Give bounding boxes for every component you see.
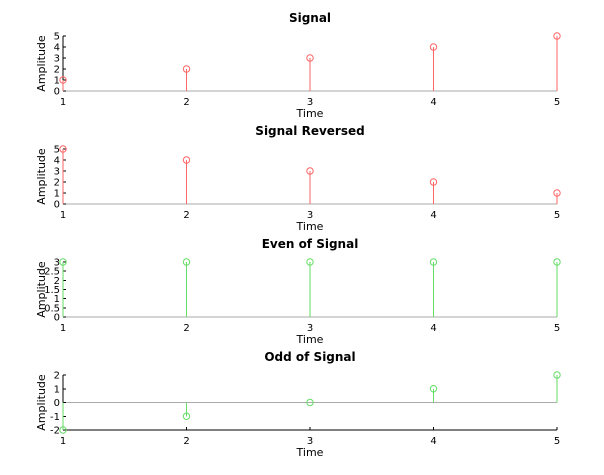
y-tick-label: 5 xyxy=(54,145,60,156)
x-tick-label: 2 xyxy=(183,210,189,221)
x-tick-label: 5 xyxy=(554,97,560,108)
stem-marker xyxy=(182,258,191,266)
y-tick-label: 3 xyxy=(54,258,60,269)
y-tick-label: 1.5 xyxy=(44,285,60,296)
stem-marker xyxy=(306,167,314,175)
stem-marker xyxy=(553,189,561,197)
y-tick-label: 3 xyxy=(54,54,60,65)
y-tick-label: 4 xyxy=(54,43,60,54)
y-tick-label: 0 xyxy=(54,313,60,324)
y-tick-label: 1 xyxy=(54,76,60,87)
x-axis-label: Time xyxy=(296,220,324,233)
x-tick-label: 1 xyxy=(60,210,66,221)
chart-title: Signal xyxy=(289,11,331,25)
stem-marker xyxy=(429,385,438,393)
chart-title: Odd of Signal xyxy=(264,350,355,364)
stem-marker xyxy=(429,178,438,186)
x-tick-label: 2 xyxy=(183,323,189,334)
y-tick-label: 2.5 xyxy=(44,267,60,278)
x-axis-label: Time xyxy=(296,333,324,346)
y-tick-label: 1 xyxy=(54,189,60,200)
x-tick-label: 5 xyxy=(554,323,560,334)
y-tick-label: -2 xyxy=(50,426,60,437)
stem-marker xyxy=(553,258,561,266)
y-axis-label: Amplitude xyxy=(35,35,48,92)
y-tick-label: 0 xyxy=(54,200,60,211)
y-tick-label: 2 xyxy=(54,276,60,287)
y-axis-label: Amplitude xyxy=(35,148,48,205)
stem-marker xyxy=(182,156,191,164)
stem-marker xyxy=(59,76,67,84)
stem-marker xyxy=(553,32,561,40)
stem-marker xyxy=(182,412,191,420)
y-tick-label: 0.5 xyxy=(44,303,60,314)
x-tick-label: 1 xyxy=(60,436,66,447)
x-tick-label: 1 xyxy=(60,323,66,334)
x-tick-label: 4 xyxy=(430,436,436,447)
x-tick-label: 2 xyxy=(183,97,189,108)
y-tick-label: 1 xyxy=(54,384,60,395)
x-tick-label: 2 xyxy=(183,436,189,447)
subplot-4: Odd of Signal -2 -1 0 1 2 1 2 3 4 5 Time Amplitude xyxy=(35,350,561,459)
x-tick-label: 4 xyxy=(430,97,436,108)
y-tick-label: 5 xyxy=(54,32,60,43)
x-tick-label: 4 xyxy=(430,210,436,221)
x-tick-label: 3 xyxy=(307,97,313,108)
chart-title: Even of Signal xyxy=(262,237,359,251)
stem-marker xyxy=(306,258,314,266)
x-tick-label: 1 xyxy=(60,97,66,108)
stem-marker xyxy=(59,258,67,266)
y-tick-label: 4 xyxy=(54,156,60,167)
x-tick-label: 3 xyxy=(307,436,313,447)
stem-marker xyxy=(429,258,438,266)
stem-marker xyxy=(306,398,314,407)
y-tick-label: 0 xyxy=(54,398,60,409)
y-tick-label: 1 xyxy=(54,294,60,305)
stem-marker xyxy=(553,371,561,379)
x-axis-label: Time xyxy=(296,446,324,459)
y-tick-label: 3 xyxy=(54,167,60,178)
stem-marker xyxy=(306,54,314,62)
y-tick-label: -1 xyxy=(50,412,60,423)
x-tick-label: 5 xyxy=(554,210,560,221)
y-tick-label: 2 xyxy=(54,65,60,76)
x-axis-label: Time xyxy=(296,107,324,120)
x-tick-label: 3 xyxy=(307,210,313,221)
x-tick-label: 3 xyxy=(307,323,313,334)
y-axis-label: Amplitude xyxy=(35,261,48,318)
stem-marker xyxy=(59,145,67,153)
x-tick-label: 4 xyxy=(430,323,436,334)
chart-title: Signal Reversed xyxy=(255,124,364,138)
y-tick-label: 2 xyxy=(54,178,60,189)
y-axis-label: Amplitude xyxy=(35,374,48,431)
stem-marker xyxy=(182,65,191,73)
stem-marker xyxy=(429,43,438,51)
y-tick-label: 0 xyxy=(54,87,60,98)
x-tick-label: 5 xyxy=(554,436,560,447)
stem-marker xyxy=(59,426,67,434)
y-tick-label: 2 xyxy=(54,371,60,382)
